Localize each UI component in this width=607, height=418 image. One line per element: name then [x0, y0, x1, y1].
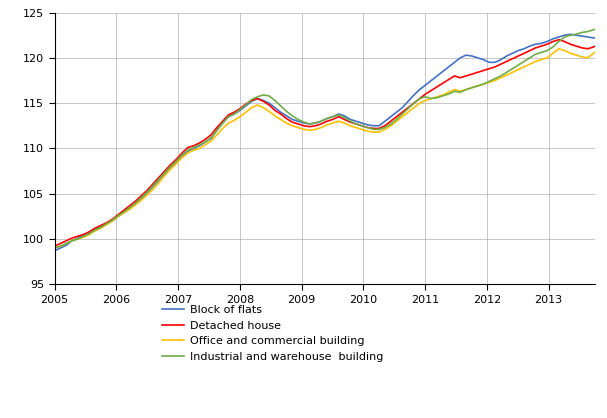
Legend: Block of flats, Detached house, Office and commercial building, Industrial and w: Block of flats, Detached house, Office a…	[157, 301, 387, 366]
